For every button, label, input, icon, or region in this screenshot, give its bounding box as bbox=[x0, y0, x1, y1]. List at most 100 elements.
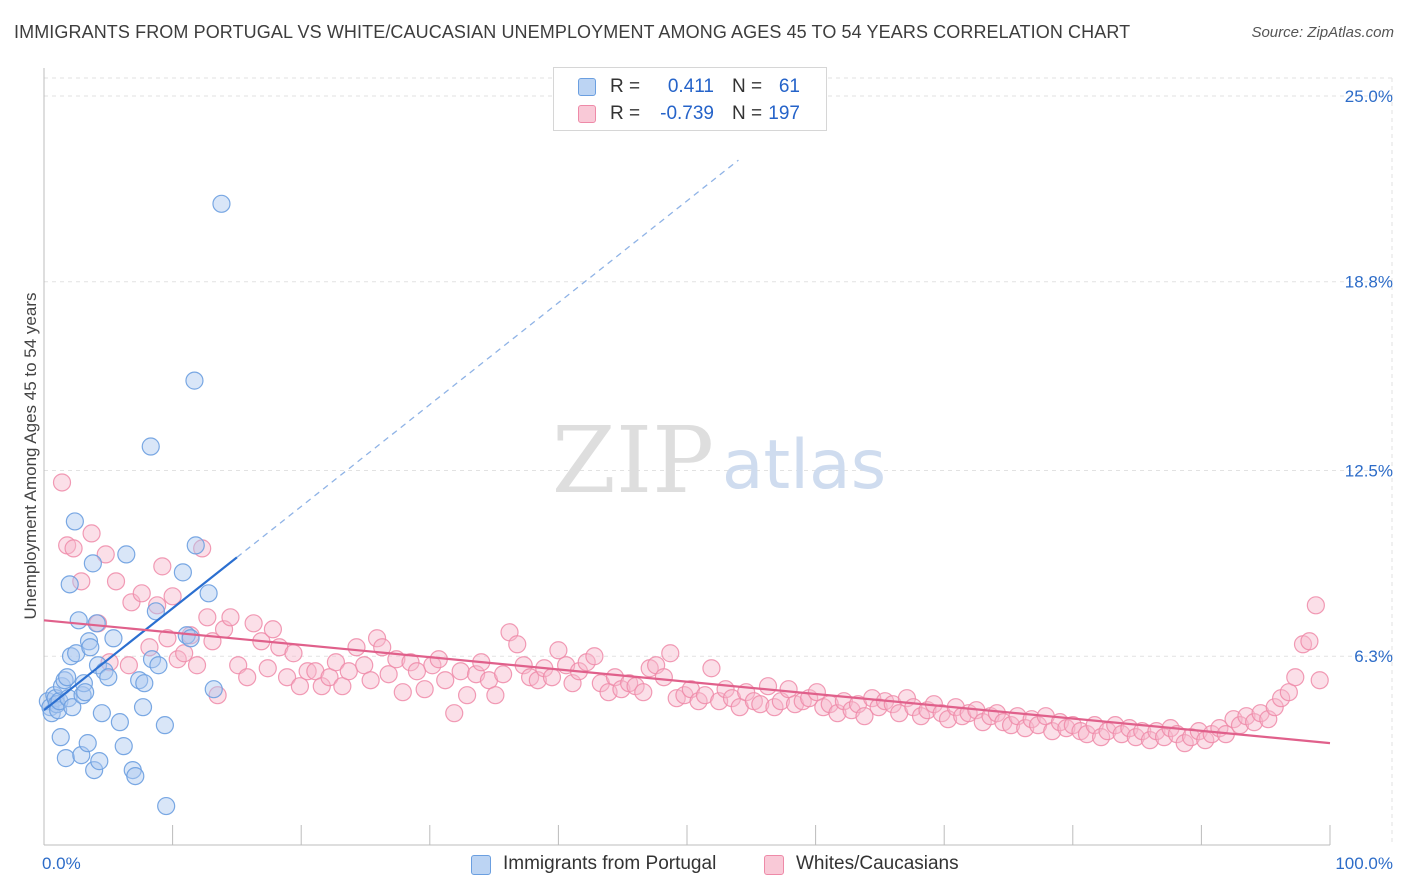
portugal-point-17 bbox=[65, 512, 84, 531]
portugal-point-34 bbox=[99, 668, 118, 687]
whites-point-46 bbox=[361, 671, 380, 690]
whites-point-42 bbox=[333, 677, 352, 696]
whites-point-9 bbox=[119, 656, 138, 675]
whites-point-67 bbox=[508, 635, 527, 654]
portugal-point-32 bbox=[92, 704, 111, 723]
pink-swatch bbox=[764, 855, 784, 875]
portugal-point-49 bbox=[157, 796, 176, 816]
portugal-point-29 bbox=[87, 614, 106, 633]
trend-lines bbox=[43, 159, 1331, 745]
series-portugal-points bbox=[38, 194, 231, 816]
whites-point-103 bbox=[758, 677, 778, 696]
n-label: N = bbox=[732, 76, 763, 97]
portugal-point-27 bbox=[83, 554, 102, 573]
r-label: R = bbox=[610, 103, 641, 124]
whites-point-11 bbox=[132, 584, 151, 603]
y-tick-label-0: 6.3% bbox=[1354, 647, 1393, 666]
whites-point-182 bbox=[1306, 596, 1325, 615]
r-value: -0.739 bbox=[660, 103, 714, 124]
portugal-point-46 bbox=[146, 602, 165, 621]
x-tick-label-1: 100.0% bbox=[1335, 854, 1393, 873]
portugal-point-14 bbox=[60, 575, 79, 594]
portugal-point-40 bbox=[126, 766, 145, 786]
whites-point-52 bbox=[401, 653, 420, 672]
pink-swatch bbox=[578, 105, 596, 123]
whites-point-49 bbox=[379, 665, 398, 684]
portugal-point-53 bbox=[185, 371, 204, 390]
whites-point-16 bbox=[163, 587, 182, 606]
portugal-point-56 bbox=[204, 680, 223, 699]
y-tick-label-2: 18.8% bbox=[1345, 273, 1393, 292]
portugal-point-16 bbox=[63, 698, 82, 717]
whites-point-51 bbox=[393, 683, 412, 702]
legend-label: Whites/Caucasians bbox=[796, 853, 959, 874]
x-tick-labels: 0.0% 100.0% bbox=[42, 854, 1393, 873]
portugal-point-31 bbox=[90, 752, 109, 771]
whites-point-53 bbox=[407, 662, 427, 681]
whites-point-138 bbox=[1001, 716, 1021, 735]
portugal-point-23 bbox=[76, 683, 95, 702]
n-value: 197 bbox=[768, 103, 800, 124]
whites-point-73 bbox=[549, 641, 568, 660]
whites-point-26 bbox=[221, 608, 240, 627]
whites-point-88 bbox=[654, 668, 673, 687]
whites-point-106 bbox=[779, 680, 798, 699]
whites-point-64 bbox=[486, 686, 505, 705]
whites-point-41 bbox=[326, 653, 346, 672]
portugal-point-44 bbox=[141, 437, 160, 456]
whites-point-14 bbox=[153, 557, 172, 576]
correlation-legend: R = 0.411 N = 61 R = -0.739 N = 197 bbox=[553, 67, 827, 131]
portugal-point-5 bbox=[47, 695, 66, 714]
whites-point-34 bbox=[277, 668, 297, 687]
whites-point-44 bbox=[347, 638, 366, 657]
whites-point-3 bbox=[72, 572, 91, 591]
portugal-point-57 bbox=[212, 194, 231, 213]
whites-point-85 bbox=[634, 683, 653, 702]
whites-trend-line bbox=[43, 619, 1331, 745]
whites-point-7 bbox=[100, 653, 119, 672]
x-tick-label-0: 0.0% bbox=[42, 854, 81, 873]
portugal-point-12 bbox=[58, 668, 77, 687]
chart-title: IMMIGRANTS FROM PORTUGAL VS WHITE/CAUCAS… bbox=[14, 22, 1131, 42]
whites-point-173 bbox=[1245, 713, 1264, 732]
portugal-point-28 bbox=[85, 760, 104, 780]
whites-point-54 bbox=[415, 680, 434, 699]
whites-point-15 bbox=[158, 629, 177, 648]
whites-point-37 bbox=[298, 662, 317, 681]
whites-point-57 bbox=[436, 671, 455, 690]
portugal-point-55 bbox=[199, 584, 218, 603]
watermark-zip: ZIP bbox=[552, 407, 714, 514]
portugal-point-43 bbox=[135, 674, 154, 693]
series-whites-points bbox=[52, 473, 1329, 753]
whites-point-10 bbox=[122, 593, 141, 612]
whites-point-22 bbox=[198, 608, 217, 627]
n-value: 61 bbox=[778, 76, 800, 97]
portugal-point-35 bbox=[104, 629, 123, 648]
portugal-point-11 bbox=[56, 749, 75, 768]
whites-point-59 bbox=[451, 662, 470, 681]
portugal-point-19 bbox=[69, 611, 88, 630]
portugal-point-38 bbox=[117, 545, 136, 564]
whites-point-12 bbox=[140, 638, 159, 657]
portugal-point-41 bbox=[130, 671, 149, 690]
whites-point-60 bbox=[457, 686, 477, 705]
r-value: 0.411 bbox=[667, 76, 714, 97]
whites-point-89 bbox=[661, 644, 680, 663]
portugal-point-24 bbox=[78, 734, 97, 753]
portugal-point-15 bbox=[61, 647, 81, 666]
source-label: Source: ZipAtlas.com bbox=[1251, 24, 1394, 41]
whites-point-102 bbox=[751, 695, 770, 714]
portugal-point-52 bbox=[181, 629, 200, 648]
portugal-point-10 bbox=[55, 671, 74, 690]
y-tick-label-3: 25.0% bbox=[1345, 87, 1393, 106]
portugal-point-8 bbox=[51, 728, 70, 747]
portugal-point-25 bbox=[79, 632, 99, 651]
portugal-point-47 bbox=[149, 656, 168, 675]
whites-point-181 bbox=[1300, 632, 1319, 651]
portugal-point-37 bbox=[114, 737, 133, 756]
blue-swatch bbox=[578, 78, 596, 96]
y-axis-label: Unemployment Among Ages 45 to 54 years bbox=[21, 293, 40, 620]
whites-point-95 bbox=[702, 659, 721, 678]
whites-point-28 bbox=[238, 668, 257, 687]
